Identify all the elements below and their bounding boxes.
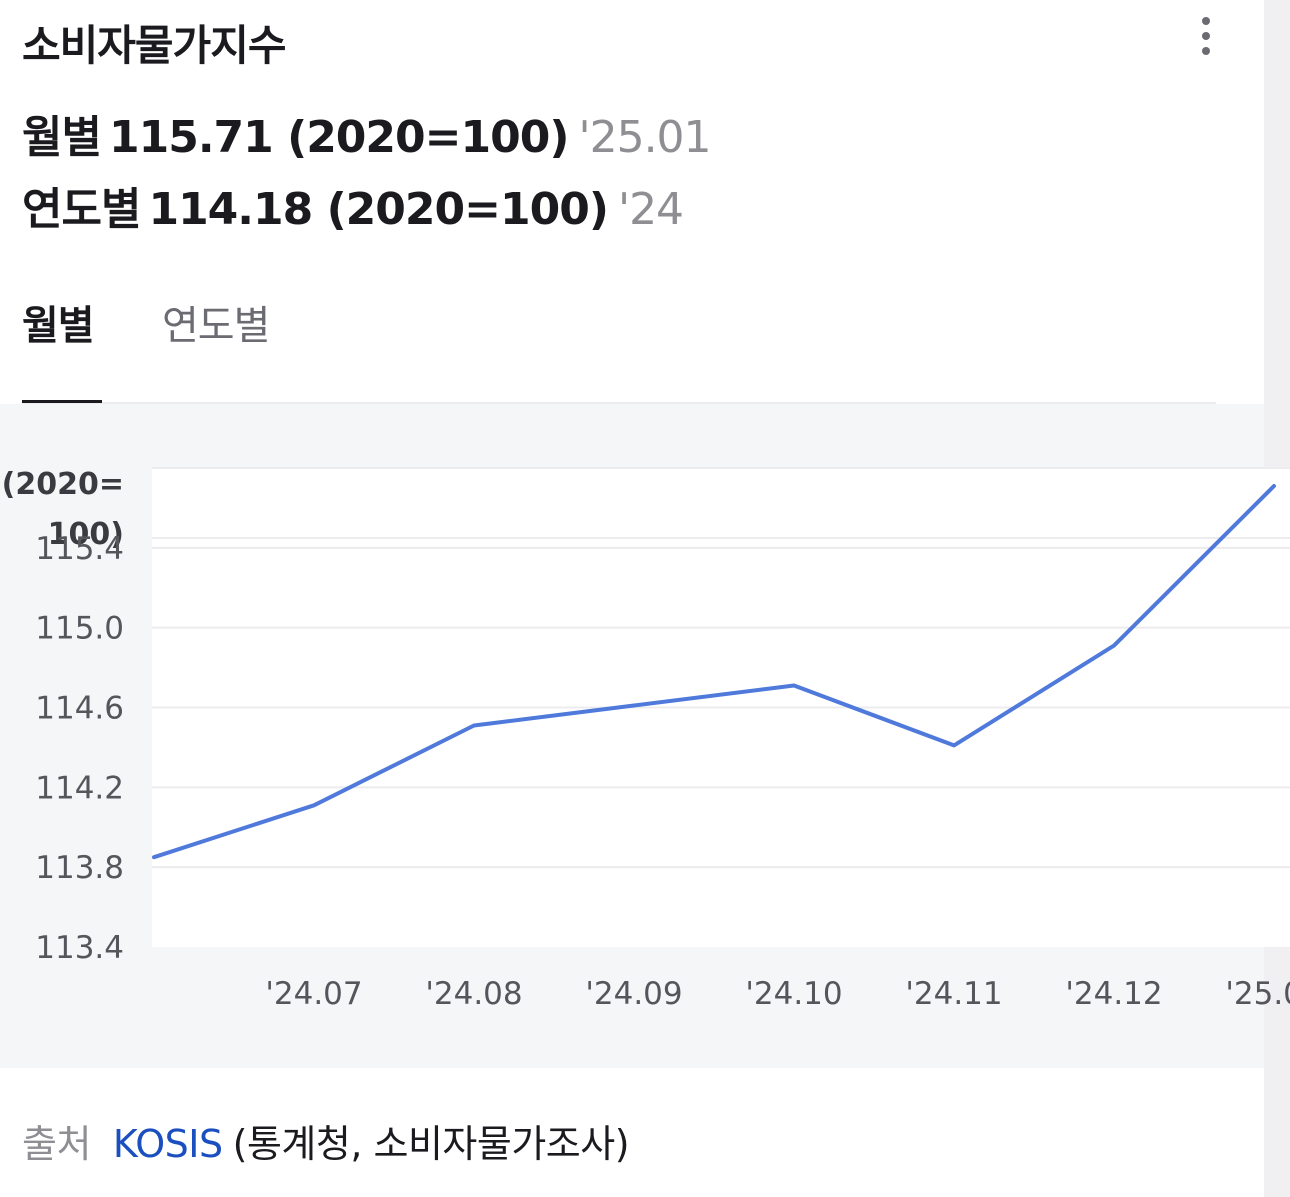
monthly-stat-value: 115.71 (2020=100) bbox=[108, 112, 570, 163]
x-tick-label: '24.10 bbox=[745, 976, 842, 1012]
y-tick-label: 114.6 bbox=[35, 691, 124, 727]
monthly-stat-label: 월별 bbox=[22, 112, 102, 163]
y-tick-label: 115.4 bbox=[35, 531, 124, 567]
monthly-stat-period: '25.01 bbox=[578, 112, 711, 163]
tab-yearly[interactable]: 연도별 bbox=[162, 303, 270, 349]
yearly-stat-value: 114.18 (2020=100) bbox=[148, 184, 609, 235]
x-tick-label: '24.11 bbox=[905, 976, 1002, 1012]
x-tick-label: '24.12 bbox=[1065, 976, 1162, 1012]
cpi-line-chart: (2020= 100) 115.4 115.0 114.6 114.2 113.8 113… bbox=[2, 467, 1290, 1012]
tab-monthly[interactable]: 월별 bbox=[22, 296, 102, 403]
source-label: 출처 bbox=[22, 1122, 91, 1166]
y-tick-label: 115.0 bbox=[35, 611, 124, 647]
source-row: 출처 KOSIS (통계청, 소비자물가조사) bbox=[22, 1116, 630, 1172]
source-detail: (통계청, 소비자물가조사) bbox=[232, 1122, 630, 1166]
x-tick-label: '24.07 bbox=[265, 976, 362, 1012]
y-tick-label: 113.8 bbox=[35, 850, 124, 886]
page-title: 소비자물가지수 bbox=[22, 21, 286, 70]
source-link-kosis[interactable]: KOSIS bbox=[112, 1122, 223, 1166]
more-options-button[interactable] bbox=[1186, 12, 1226, 60]
x-tick-label: '25.01 bbox=[1225, 976, 1290, 1012]
yearly-stat-label: 연도별 bbox=[22, 184, 141, 235]
series-line bbox=[152, 484, 1276, 860]
period-tabs: 월별 연도별 bbox=[22, 296, 1216, 404]
yearly-stat-period: '24 bbox=[617, 184, 684, 235]
x-tick-label: '24.08 bbox=[425, 976, 522, 1012]
y-unit-label-line2: 100) bbox=[48, 517, 124, 552]
more-vertical-icon bbox=[1202, 17, 1210, 25]
grid-lines bbox=[152, 467, 1290, 869]
x-tick-label: '24.09 bbox=[585, 976, 682, 1012]
y-unit-label-line1: (2020= bbox=[2, 467, 124, 502]
y-tick-label: 113.4 bbox=[35, 930, 124, 966]
monthly-stat: 월별 115.71 (2020=100) '25.01 bbox=[22, 108, 712, 168]
yearly-stat: 연도별 114.18 (2020=100) '24 bbox=[22, 180, 684, 240]
y-axis-ticks: 115.4 115.0 114.6 114.2 113.8 113.4 bbox=[35, 531, 124, 966]
y-tick-label: 114.2 bbox=[35, 770, 124, 806]
cpi-card: 소비자물가지수 월별 115.71 (2020=100) '25.01 연도별 114… bbox=[1, 12, 1290, 1172]
x-axis-ticks: '24.07 '24.08 '24.09 '24.10 '24.11 '24.12 '25.… bbox=[265, 976, 1290, 1012]
